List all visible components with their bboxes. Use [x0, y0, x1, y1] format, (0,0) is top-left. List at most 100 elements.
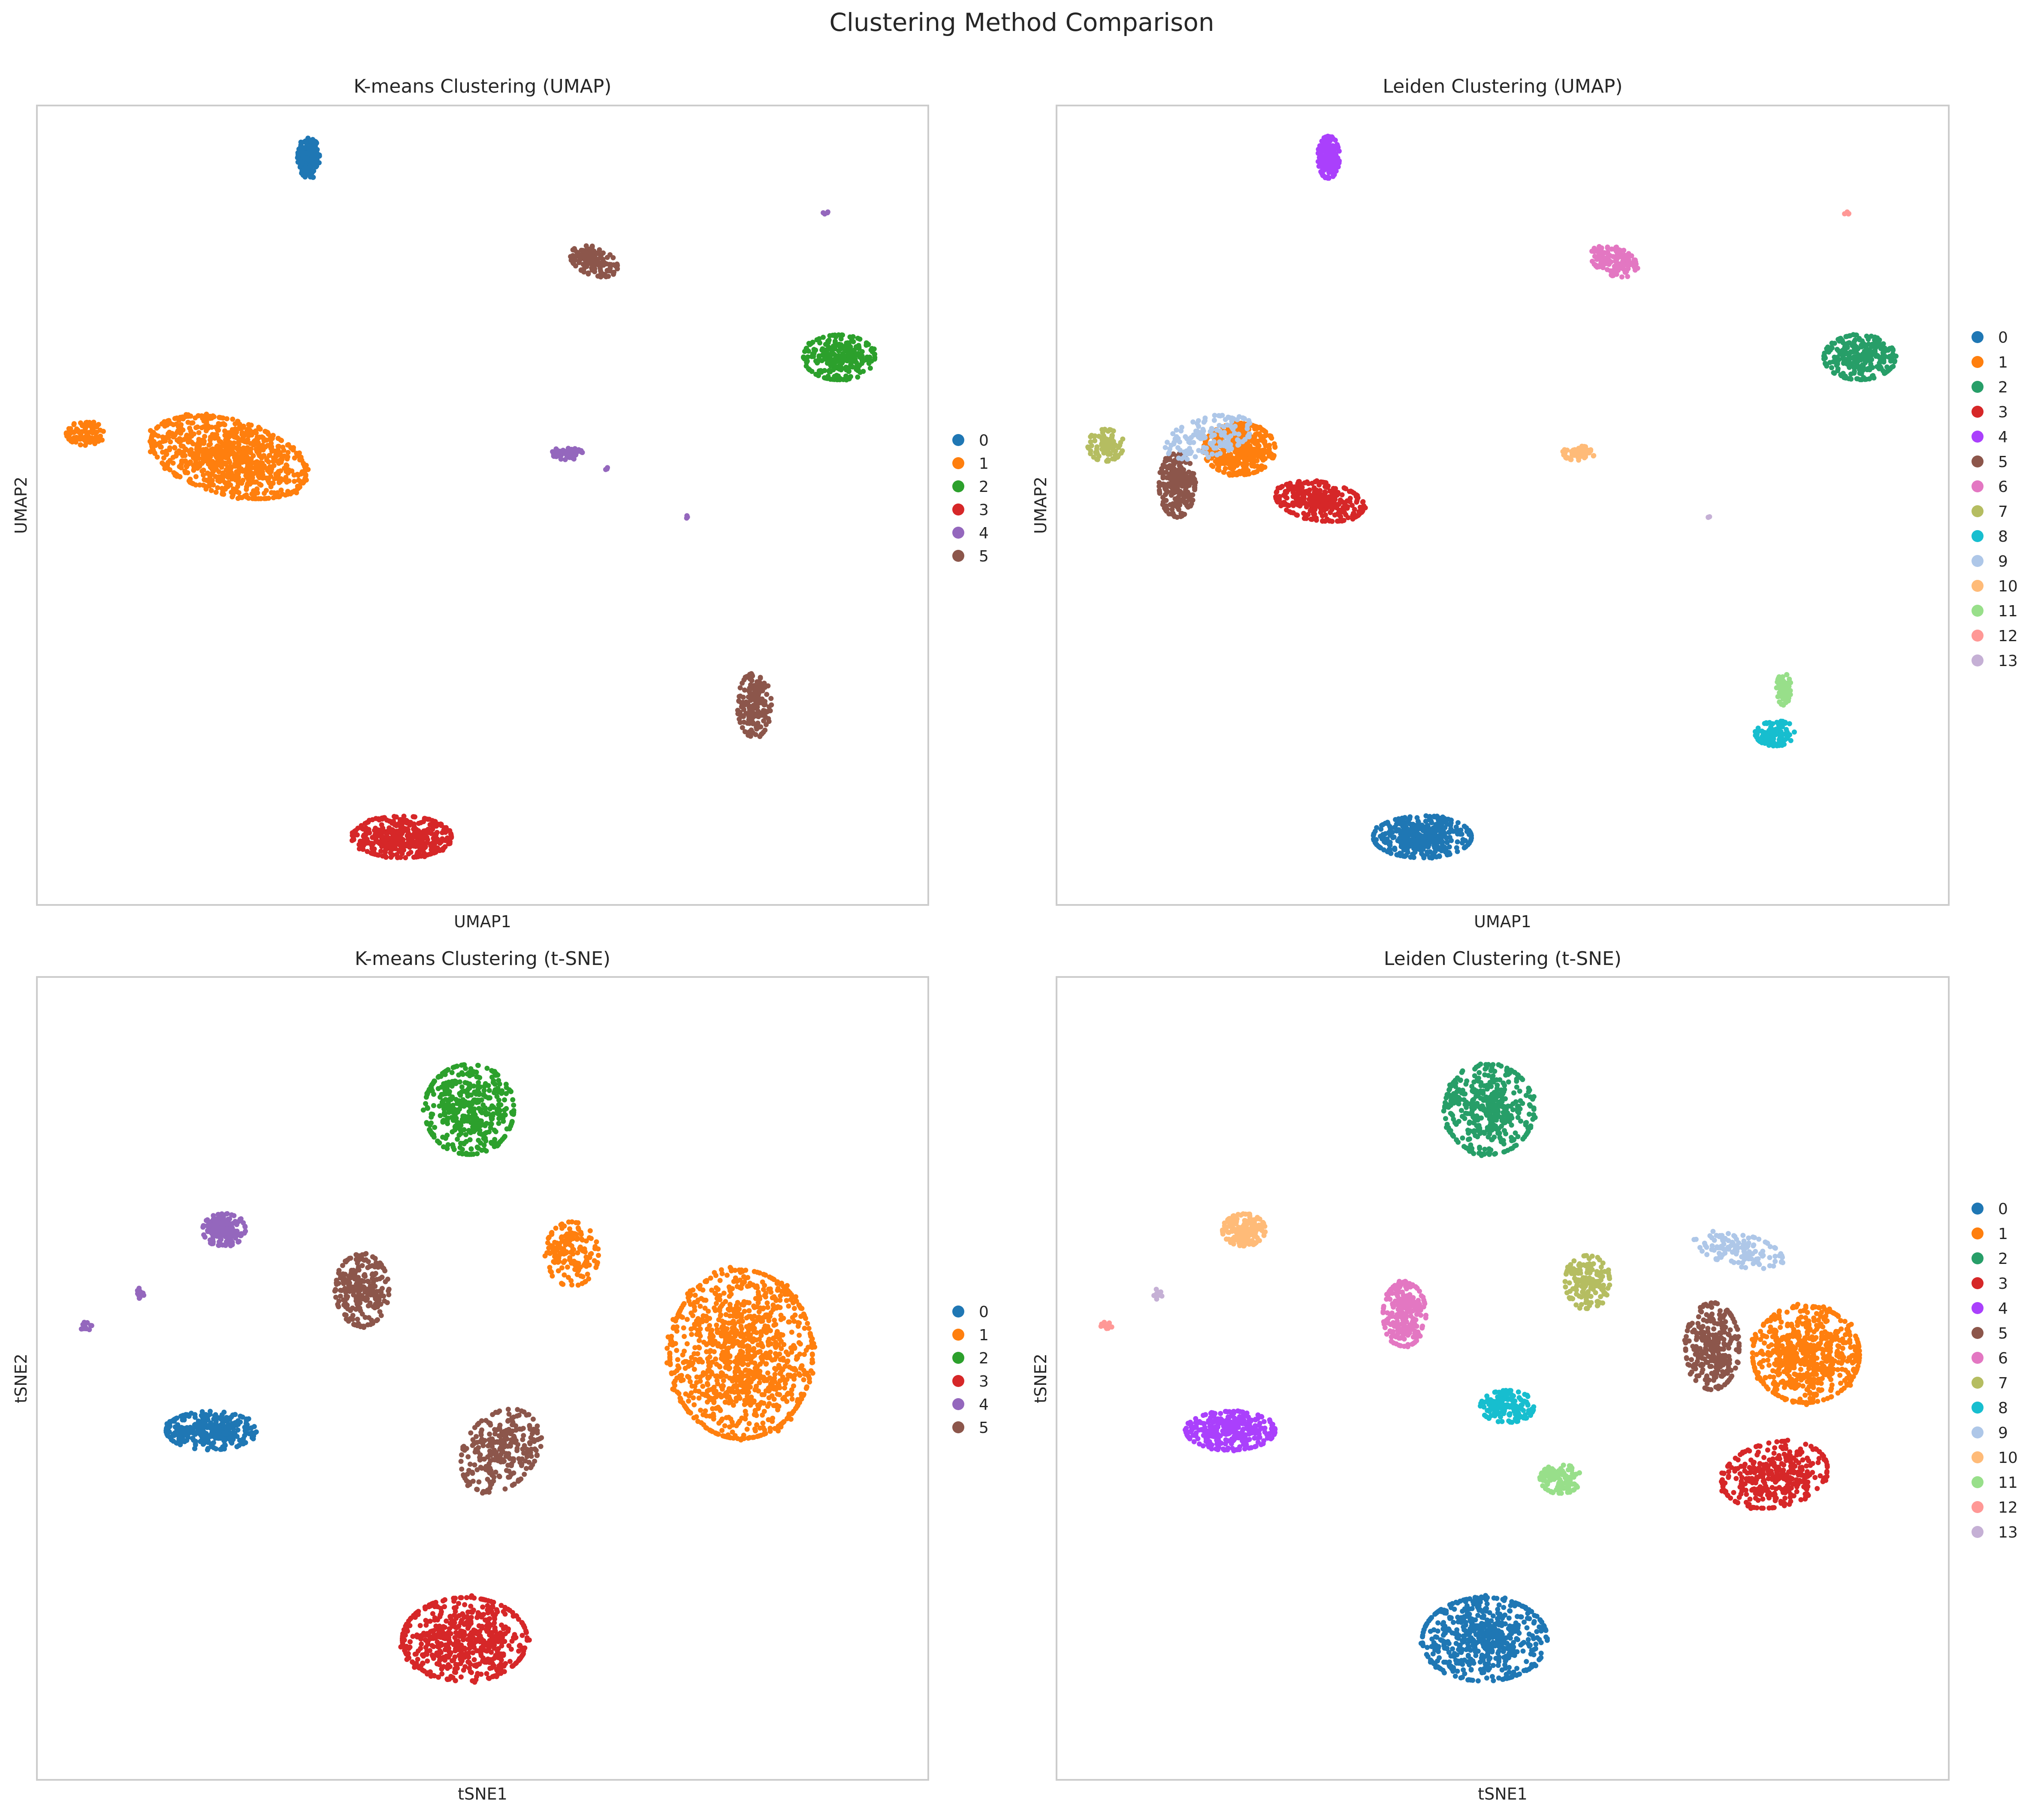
scatter-point	[259, 469, 264, 475]
scatter-point	[415, 839, 420, 844]
plot-frame	[36, 105, 929, 906]
scatter-point	[1226, 414, 1231, 420]
scatter-point	[177, 436, 182, 441]
scatter-point	[846, 369, 851, 374]
scatter-point	[1167, 457, 1173, 462]
scatter-point	[206, 479, 211, 484]
scatter-point	[1211, 418, 1217, 423]
scatter-point	[1248, 455, 1253, 461]
scatter-point	[1614, 244, 1619, 250]
scatter-point	[78, 420, 83, 426]
scatter-point	[250, 496, 255, 501]
scatter-point	[1257, 431, 1262, 437]
scatter-point	[1872, 337, 1877, 343]
scatter-point	[1187, 482, 1192, 488]
scatter-point	[292, 479, 297, 484]
scatter-point	[291, 472, 297, 478]
scatter-point	[412, 814, 418, 820]
scatter-point	[1784, 730, 1790, 735]
scatter-point	[572, 247, 578, 253]
scatter-point	[802, 349, 807, 354]
scatter-point	[302, 139, 307, 145]
scatter-point	[251, 439, 257, 444]
scatter-point	[245, 437, 251, 443]
scatter-point	[222, 428, 227, 434]
scatter-point	[220, 489, 226, 494]
scatter-point	[1422, 824, 1428, 830]
scatter-point	[280, 491, 285, 497]
scatter-point	[1283, 494, 1289, 500]
scatter-point	[611, 271, 616, 277]
scatter-point	[407, 822, 413, 828]
scatter-point	[1219, 442, 1225, 448]
scatter-point	[1187, 492, 1193, 497]
scatter-point	[1600, 263, 1606, 269]
scatter-point	[233, 429, 239, 434]
legend-marker-3	[1972, 406, 1984, 418]
scatter-point	[1859, 344, 1864, 350]
scatter-point	[684, 513, 690, 519]
scatter-point	[259, 444, 265, 449]
scatter-point	[1385, 849, 1391, 854]
scatter-point	[1157, 470, 1163, 475]
scatter-point	[1249, 463, 1255, 469]
legend-label-5: 5	[979, 548, 989, 565]
scatter-point	[1400, 816, 1406, 822]
scatter-point	[1872, 351, 1878, 357]
scatter-point	[189, 420, 194, 426]
scatter-point	[1419, 851, 1425, 856]
scatter-point	[73, 439, 78, 445]
scatter-point	[78, 442, 83, 448]
scatter-point	[736, 698, 742, 704]
scatter-point	[1889, 365, 1895, 370]
scatter-point	[225, 484, 230, 489]
scatter-point	[768, 696, 774, 701]
scatter-point	[1786, 690, 1792, 695]
scatter-point	[1575, 453, 1580, 459]
scatter-point	[275, 436, 281, 441]
scatter-point	[201, 418, 207, 424]
scatter-point	[285, 450, 291, 455]
scatter-point	[180, 416, 186, 422]
scatter-point	[1394, 828, 1399, 834]
scatter-point	[276, 461, 281, 466]
scatter-point	[258, 496, 263, 501]
legend-marker-5	[952, 550, 964, 562]
scatter-point	[1210, 432, 1215, 437]
scatter-point	[1890, 353, 1896, 359]
scatter-point	[1167, 463, 1173, 468]
scatter-point	[585, 262, 590, 267]
scatter-point	[1392, 847, 1398, 852]
scatter-point	[1466, 828, 1472, 833]
scatter-point	[296, 473, 301, 478]
scatter-point	[769, 702, 774, 708]
scatter-point	[264, 457, 269, 463]
scatter-point	[1275, 499, 1280, 505]
scatter-point	[420, 838, 425, 844]
scatter-point	[406, 837, 411, 842]
scatter-point	[204, 411, 209, 417]
scatter-point	[1165, 440, 1170, 445]
scatter-point	[747, 690, 752, 695]
scatter-point	[580, 450, 585, 455]
scatter-point	[197, 438, 202, 443]
scatter-point	[305, 156, 310, 161]
scatter-point	[737, 694, 742, 699]
scatter-point	[1304, 488, 1310, 494]
scatter-point	[1878, 365, 1884, 371]
scatter-point	[249, 432, 254, 438]
scatter-point	[438, 847, 444, 853]
scatter-point	[1864, 367, 1870, 372]
scatter-point	[423, 828, 428, 834]
scatter-point	[416, 820, 421, 826]
scatter-point	[230, 416, 235, 422]
scatter-point	[1446, 850, 1452, 855]
scatter-point	[761, 702, 767, 708]
legend-marker-9	[1972, 555, 1984, 567]
scatter-point	[846, 341, 852, 346]
scatter-point	[595, 273, 601, 279]
scatter-point	[1100, 446, 1105, 452]
legend-label-4: 4	[979, 525, 989, 542]
scatter-point	[1591, 245, 1597, 251]
scatter-point	[288, 491, 293, 497]
